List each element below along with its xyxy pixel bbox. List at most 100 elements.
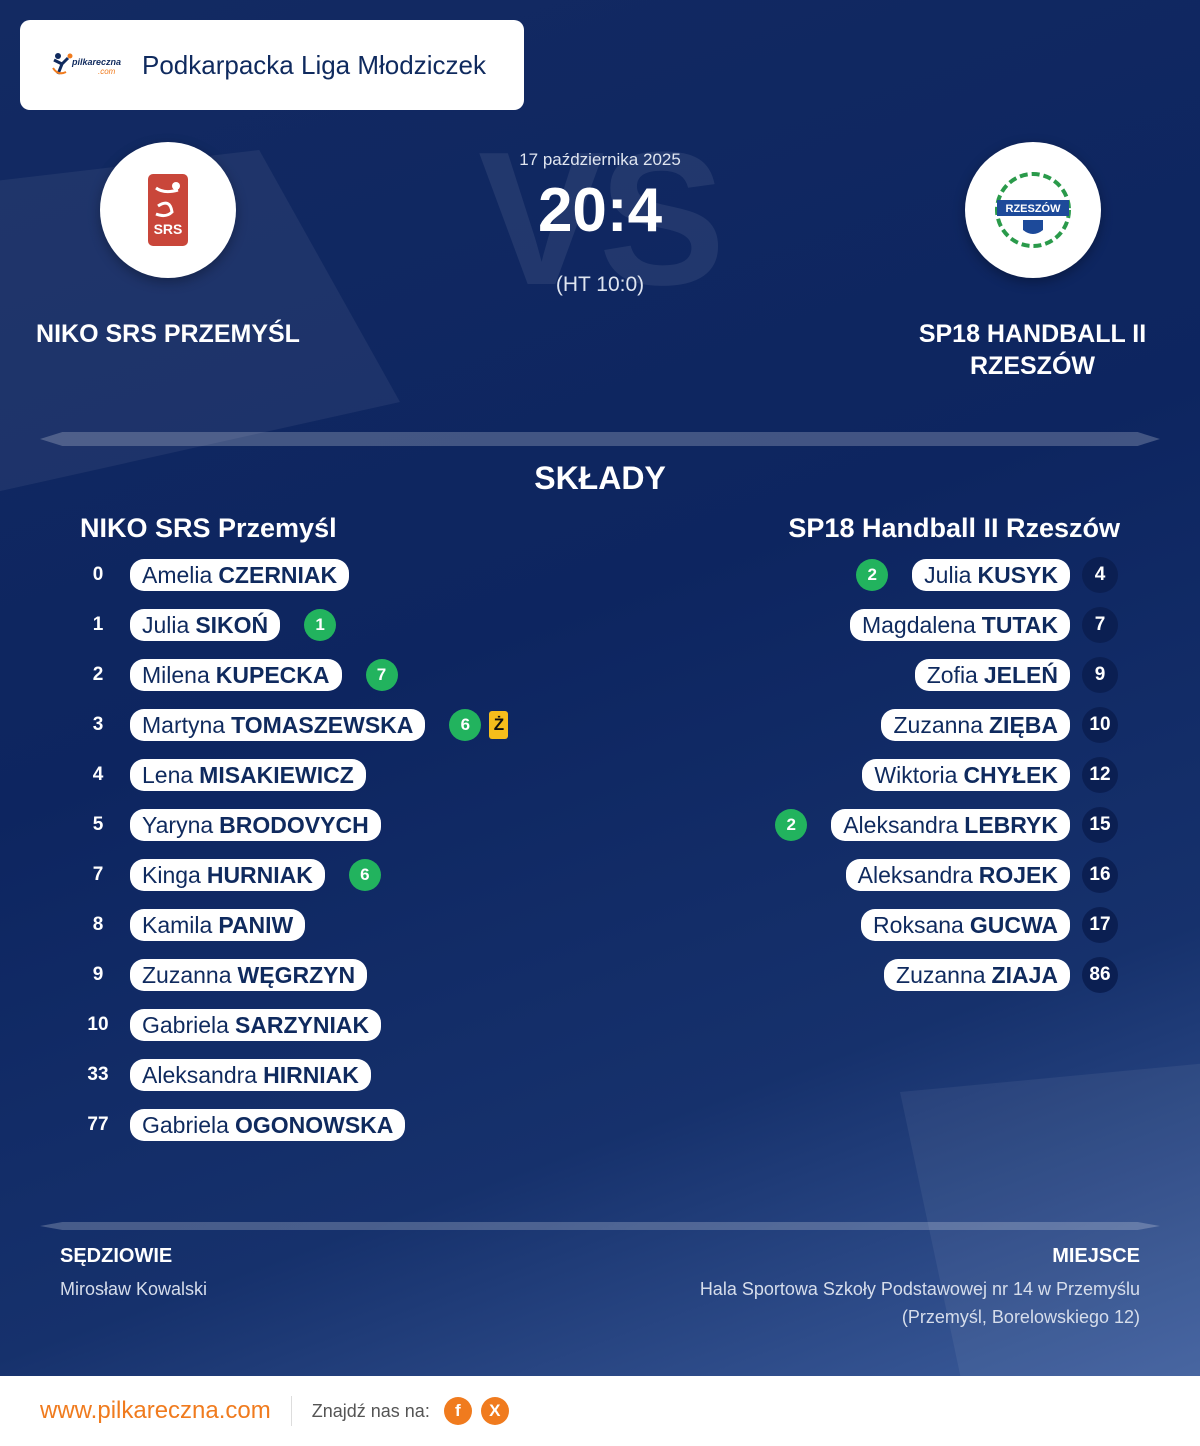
facebook-icon[interactable]: f [443, 1397, 472, 1425]
player-last-name: CHYŁEK [963, 761, 1058, 788]
pilkareczna-logo: pilkareczna .com [50, 50, 122, 80]
player-number: 9 [92, 964, 104, 985]
match-card: VS pilkareczna .com Podkarpacka Liga Młod… [0, 0, 1200, 1376]
vs-watermark: VS [478, 113, 725, 325]
league-header: pilkareczna .com Podkarpacka Liga Młodzic… [20, 20, 524, 110]
player-first-name: Julia [142, 611, 190, 638]
away-crest: RZESZÓW [965, 142, 1101, 278]
player-row: Aleksandra ROJEK 16 [845, 857, 1118, 893]
svg-text:pilkareczna: pilkareczna [71, 57, 121, 67]
referees-value: Mirosław Kowalski [60, 1279, 208, 1299]
player-name: Wiktoria CHYŁEK [862, 759, 1070, 791]
player-row: Zuzanna ZIĘBA 10 [881, 707, 1118, 743]
player-number: 17 [1082, 907, 1118, 943]
player-last-name: KUSYK [977, 561, 1058, 588]
referees-label: SĘDZIOWIE [60, 1245, 173, 1267]
player-number: 77 [87, 1114, 109, 1135]
player-name: Aleksandra ROJEK [845, 859, 1070, 891]
player-last-name: OGONOWSKA [234, 1111, 394, 1138]
player-name: Milena KUPECKA [130, 659, 342, 691]
player-name: Yaryna BRODOVYCH [130, 809, 381, 841]
goals-badge: 6 [449, 709, 482, 741]
away-lineup-title: SP18 Handball II Rzeszów [788, 513, 1120, 543]
player-last-name: TUTAK [981, 611, 1058, 638]
player-number: 16 [1082, 857, 1118, 893]
player-row: 33 Aleksandra HIRNIAK [80, 1058, 371, 1092]
player-number: 12 [1082, 757, 1118, 793]
player-row: 3 Martyna TOMASZEWSKA 6 Ż [80, 708, 509, 742]
website-link[interactable]: www.pilkareczna.com [40, 1397, 271, 1424]
player-first-name: Aleksandra [142, 1061, 258, 1088]
player-name: Magdalena TUTAK [849, 609, 1070, 641]
player-number: 0 [92, 564, 104, 585]
home-team-name: NIKO SRS PRZEMYŚL [36, 320, 300, 348]
match-date: 17 października 2025 [519, 150, 681, 169]
player-name: Roksana GUCWA [861, 909, 1070, 941]
player-row: 2 Julia KUSYK 4 [856, 557, 1118, 593]
player-number: 10 [1082, 707, 1118, 743]
goals-badge: 2 [775, 809, 808, 841]
player-row: 2 Aleksandra LEBRYK 15 [775, 807, 1118, 843]
player-name: Lena MISAKIEWICZ [130, 759, 366, 791]
player-last-name: GUCWA [969, 911, 1058, 938]
venue-address: (Przemyśl, Borelowskiego 12) [901, 1307, 1140, 1327]
yellow-card-badge: Ż [489, 711, 509, 739]
svg-text:.com: .com [98, 67, 116, 76]
player-name: Zuzanna ZIAJA [884, 959, 1070, 991]
player-name: Gabriela SARZYNIAK [130, 1009, 382, 1041]
player-first-name: Amelia [142, 561, 213, 588]
player-first-name: Gabriela [142, 1111, 229, 1138]
player-name: Kinga HURNIAK [130, 859, 325, 891]
player-row: Zofia JELEŃ 9 [914, 657, 1118, 693]
player-number: 15 [1082, 807, 1118, 843]
player-number: 4 [1082, 557, 1118, 593]
player-first-name: Martyna [142, 711, 226, 738]
divider [40, 432, 1160, 446]
player-last-name: CZERNIAK [218, 561, 338, 588]
player-last-name: ZIĘBA [989, 711, 1058, 738]
player-first-name: Kamila [142, 911, 213, 938]
final-score: 20:4 [537, 176, 663, 245]
player-last-name: SIKOŃ [195, 611, 269, 638]
player-last-name: SARZYNIAK [234, 1011, 370, 1038]
home-lineup-title: NIKO SRS Przemyśl [80, 513, 337, 543]
player-last-name: LEBRYK [964, 811, 1058, 838]
lineups-title: SKŁADY [534, 460, 666, 496]
player-first-name: Zuzanna [893, 711, 983, 738]
player-name: Julia SIKOŃ [130, 609, 281, 641]
player-number: 3 [92, 714, 104, 735]
player-last-name: MISAKIEWICZ [199, 761, 354, 788]
player-number: 1 [92, 614, 104, 635]
player-row: 10 Gabriela SARZYNIAK [80, 1008, 382, 1042]
player-last-name: ROJEK [978, 861, 1058, 888]
player-last-name: HIRNIAK [263, 1061, 359, 1088]
player-row: 8 Kamila PANIW [80, 908, 306, 942]
player-first-name: Kinga [142, 861, 201, 888]
goals-badge: 6 [348, 859, 381, 891]
player-number: 7 [1082, 607, 1118, 643]
venue-name: Hala Sportowa Szkoły Podstawowej nr 14 w… [699, 1279, 1140, 1299]
player-name: Zofia JELEŃ [914, 659, 1070, 691]
player-name: Martyna TOMASZEWSKA [130, 709, 426, 741]
player-last-name: TOMASZEWSKA [231, 711, 414, 738]
player-number: 4 [92, 764, 104, 785]
player-first-name: Zuzanna [142, 961, 232, 988]
player-name: Julia KUSYK [912, 559, 1070, 591]
halftime-score: (HT 10:0) [555, 273, 645, 296]
player-last-name: BRODOVYCH [219, 811, 369, 838]
player-number: 5 [92, 814, 104, 835]
player-number: 9 [1082, 657, 1118, 693]
player-first-name: Lena [142, 761, 194, 788]
league-title: Podkarpacka Liga Młodziczek [142, 49, 486, 80]
player-row: 9 Zuzanna WĘGRZYN [80, 958, 368, 992]
player-first-name: Roksana [873, 911, 964, 938]
player-row: 4 Lena MISAKIEWICZ [80, 758, 366, 792]
player-first-name: Aleksandra [857, 861, 973, 888]
venue-value: Hala Sportowa Szkoły Podstawowej nr 14 w… [700, 1275, 1140, 1331]
player-row: Zuzanna ZIAJA 86 [884, 957, 1118, 993]
player-first-name: Milena [142, 661, 210, 688]
player-row: Roksana GUCWA 17 [861, 907, 1118, 943]
player-last-name: HURNIAK [206, 861, 313, 888]
player-row: 1 Julia SIKOŃ 1 [80, 608, 337, 642]
x-icon[interactable]: X [480, 1397, 509, 1425]
